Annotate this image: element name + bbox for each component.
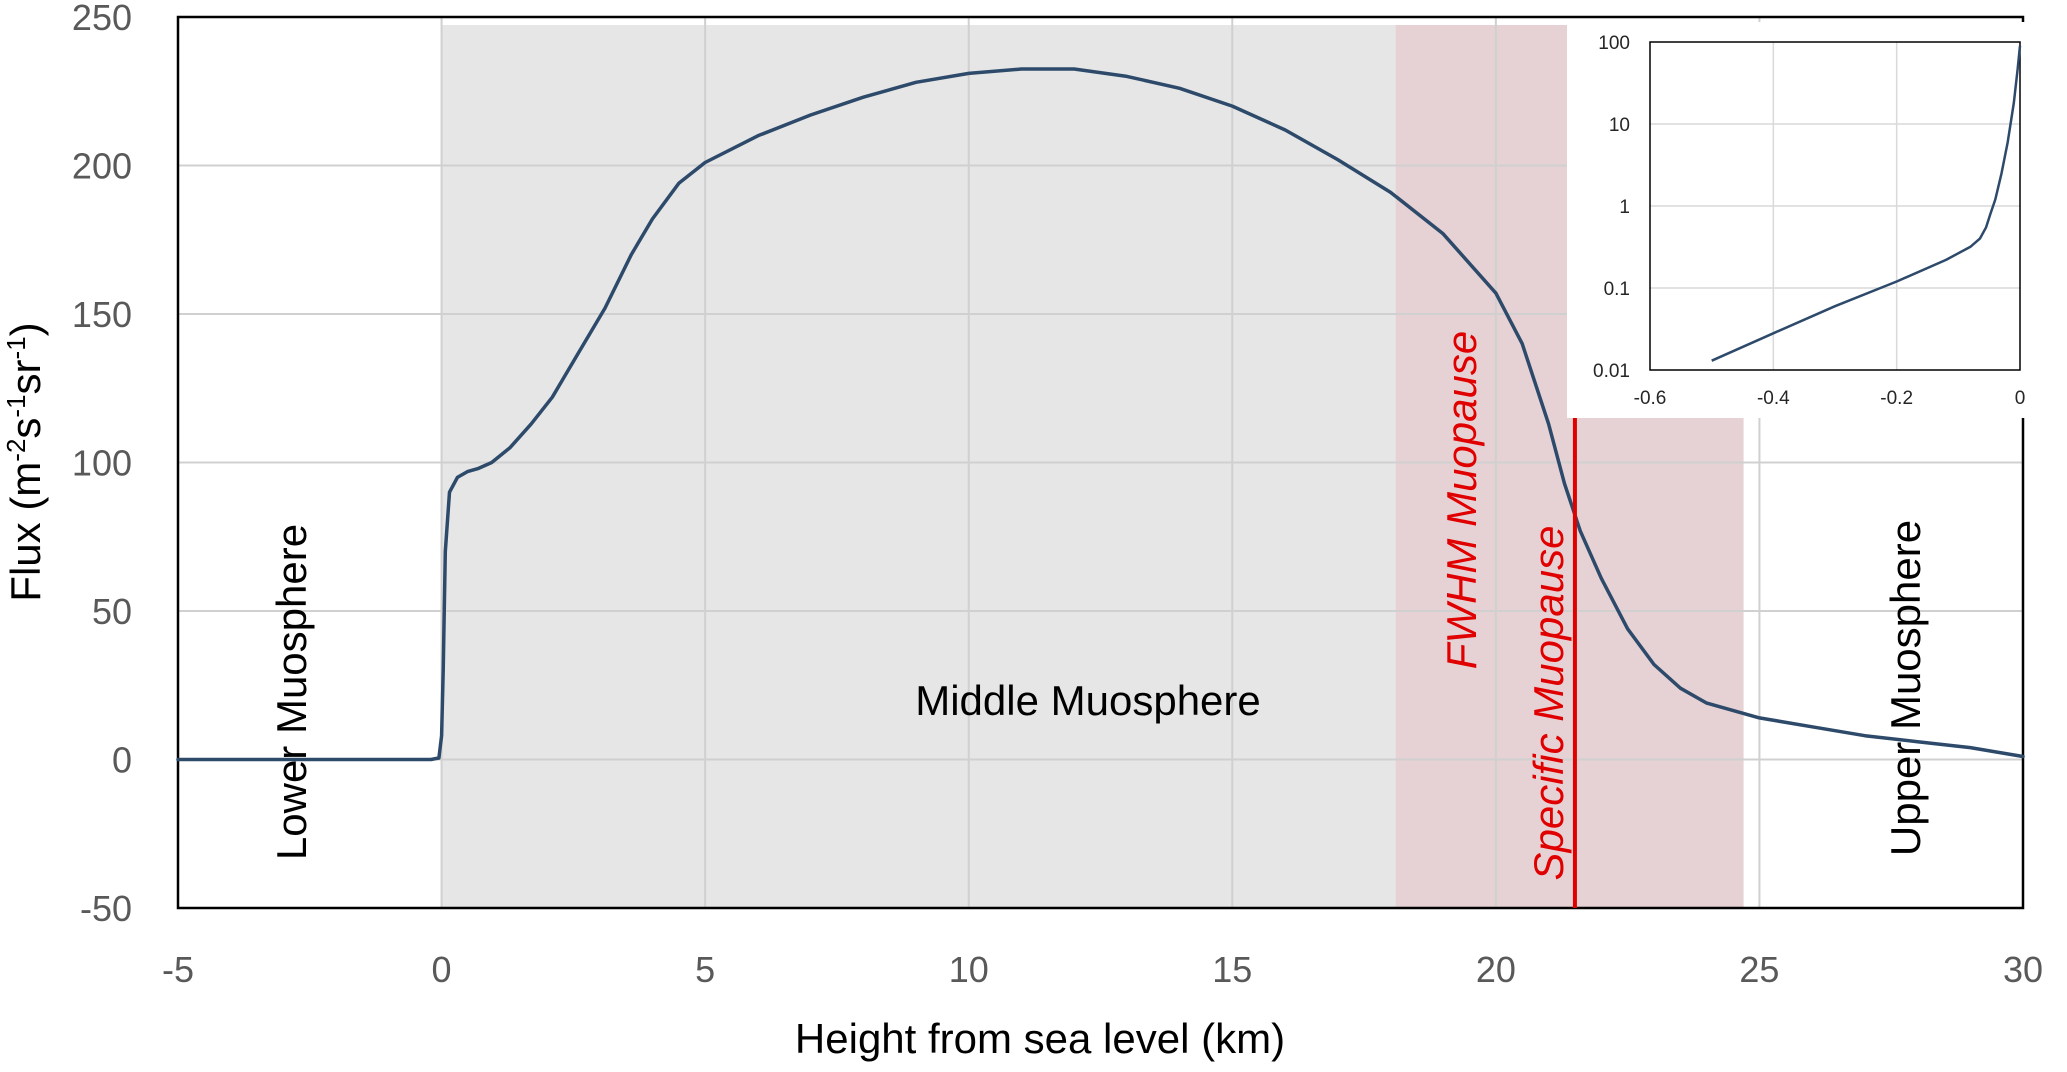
y-tick-label: 150	[72, 294, 132, 335]
series-layer	[176, 67, 2025, 908]
x-tick-label: -5	[162, 949, 194, 990]
inset-layer: -0.6 -0.4 -0.2 0 0.01 0.1 1 10 100	[1567, 22, 2054, 418]
y-axis-title-part: sr	[2, 359, 49, 394]
x-tick-label: 15	[1212, 949, 1252, 990]
plot-frame	[176, 15, 2025, 910]
inset-series-line	[1711, 45, 2022, 362]
x-tick-label: 5	[695, 949, 715, 990]
y-axis-title-exponent: -2	[1, 439, 31, 462]
x-axis-title: Height from sea level (km)	[795, 1015, 1285, 1062]
y-axis-title: Flux (m-2s-1sr-1)	[1, 322, 49, 601]
y-axis-title-exponent: -1	[1, 336, 31, 359]
inset-x-tick-label: -0.4	[1757, 388, 1790, 409]
inset-y-tick-label: 0.1	[1604, 279, 1630, 300]
inset-y-tick-label: 0.01	[1593, 361, 1630, 382]
upper-muosphere-label: Upper Muosphere	[1882, 520, 1929, 856]
x-tick-label: 0	[432, 949, 452, 990]
inset-frame	[1649, 41, 2021, 371]
x-tick-label: 30	[2003, 949, 2043, 990]
flux-series-line	[176, 67, 2025, 762]
y-tick-label: 250	[72, 0, 132, 38]
y-tick-label: 100	[72, 443, 132, 484]
fwhm-muopause-label: FWHM Muopause	[1438, 331, 1485, 669]
middle-muosphere-label: Middle Muosphere	[915, 677, 1261, 724]
inset-background	[1567, 22, 2054, 418]
lower-muosphere-label: Lower Muosphere	[268, 524, 315, 860]
x-tick-label: 20	[1476, 949, 1516, 990]
middle-muosphere-region	[441, 25, 1507, 908]
inset-x-tick-label: -0.2	[1880, 388, 1913, 409]
inset-y-tick-label: 1	[1619, 197, 1630, 218]
specific-muopause-label: Specific Muopause	[1525, 526, 1572, 881]
y-axis-title-part: Flux (m	[2, 462, 49, 602]
y-axis-title-exponent: -1	[1, 394, 31, 417]
inset-x-tick-label: 0	[2015, 388, 2026, 409]
inset-y-tick-label: 100	[1598, 33, 1630, 54]
x-tick-label: 25	[1739, 949, 1779, 990]
y-axis-title-part: s	[2, 418, 49, 439]
y-axis-title-part: )	[2, 322, 49, 336]
inset-y-tick-label: 10	[1609, 115, 1630, 136]
overlay-layer	[176, 15, 2025, 910]
y-tick-label: 200	[72, 146, 132, 187]
x-tick-label: 10	[949, 949, 989, 990]
y-tick-label: 0	[112, 740, 132, 781]
y-tick-label: -50	[80, 888, 132, 929]
inset-x-tick-label: -0.6	[1634, 388, 1667, 409]
y-tick-label: 50	[92, 591, 132, 632]
